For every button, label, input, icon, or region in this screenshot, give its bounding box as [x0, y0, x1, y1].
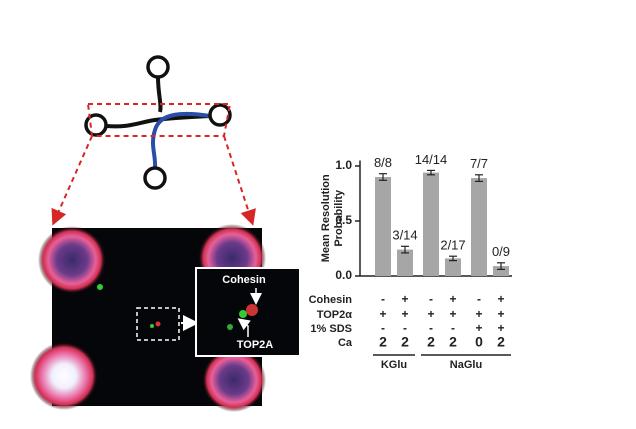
condition-value: + [427, 307, 434, 321]
bead [30, 342, 98, 410]
condition-name: 1% SDS [310, 323, 352, 335]
condition-value: - [451, 321, 455, 335]
spot [150, 324, 154, 328]
error-bar [427, 169, 435, 176]
count-label: 0/9 [492, 244, 510, 259]
blue-strand [151, 111, 211, 169]
spot [155, 321, 161, 327]
bead [202, 348, 266, 412]
error-bar [401, 245, 409, 254]
bar [493, 266, 509, 276]
count-label: 2/17 [440, 238, 465, 253]
loop [143, 166, 167, 190]
schematic [51, 55, 256, 226]
loop [84, 113, 108, 137]
loop [146, 55, 170, 79]
spot [97, 284, 103, 290]
black-strand [156, 76, 163, 113]
error-bar [475, 174, 483, 182]
spot [227, 324, 233, 330]
condition-value: 2 [401, 334, 409, 350]
condition-value: - [381, 321, 385, 335]
inset-label: Cohesin [222, 274, 266, 286]
condition-value: + [401, 292, 408, 306]
error-bar [449, 255, 457, 262]
loop [208, 103, 232, 127]
error-bar [379, 173, 387, 181]
condition-value: - [429, 321, 433, 335]
condition-value: + [497, 307, 504, 321]
condition-value: - [477, 292, 481, 306]
bar [471, 178, 487, 276]
spot [246, 304, 258, 316]
y-axis-label: Mean Resolution [320, 174, 332, 262]
condition-name: TOP2α [317, 309, 353, 321]
condition-value: + [497, 292, 504, 306]
condition-name: Ca [338, 337, 353, 349]
spot [239, 310, 247, 318]
condition-value: 2 [379, 334, 387, 350]
zoom-arrow [51, 135, 93, 226]
condition-value: - [429, 292, 433, 306]
condition-value: 2 [427, 334, 435, 350]
label-arrow [237, 318, 251, 337]
bar [445, 258, 461, 276]
bead [38, 226, 106, 294]
condition-value: 2 [497, 334, 505, 350]
count-label: 3/14 [392, 228, 417, 243]
condition-value: - [381, 292, 385, 306]
micrograph: Cohesin TOP2A [30, 224, 301, 412]
condition-value: + [401, 307, 408, 321]
y-tick-label: 0.5 [335, 213, 352, 227]
condition-value: 2 [449, 334, 457, 350]
group-label: KGlu [381, 359, 407, 371]
bar [375, 177, 391, 276]
y-tick-label: 0.0 [335, 268, 352, 282]
group-label: NaGlu [450, 359, 482, 371]
black-strand [105, 114, 211, 129]
condition-value: + [449, 307, 456, 321]
condition-value: - [403, 321, 407, 335]
y-tick-label: 1.0 [335, 158, 352, 172]
count-label: 7/7 [470, 156, 488, 171]
condition-value: + [475, 321, 482, 335]
count-label: 8/8 [374, 155, 392, 170]
condition-value: + [497, 321, 504, 335]
bar [423, 172, 439, 276]
condition-value: + [475, 307, 482, 321]
count-label: 14/14 [415, 152, 448, 167]
roi-box [136, 307, 180, 341]
zoom-arrow [223, 135, 256, 226]
bar [397, 249, 413, 276]
condition-value: + [379, 307, 386, 321]
inset-label: TOP2A [237, 339, 274, 351]
condition-value: 0 [475, 334, 483, 350]
condition-name: Cohesin [309, 294, 353, 306]
y-axis-label: Probability [333, 189, 345, 247]
error-bar [497, 262, 505, 270]
condition-value: + [449, 292, 456, 306]
